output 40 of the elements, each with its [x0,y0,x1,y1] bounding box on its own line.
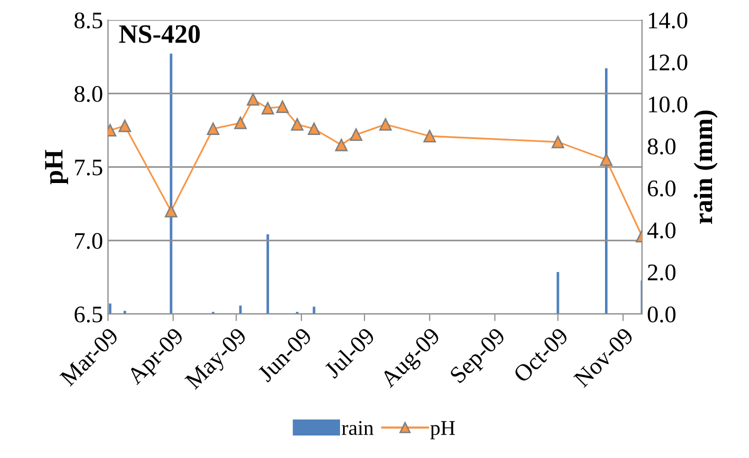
point [308,122,320,136]
y2-tick-label: 12.0 [648,54,688,71]
point [335,138,348,152]
bar [605,68,608,314]
bar [312,306,316,314]
point [423,130,436,142]
legend-label: rain [342,421,374,436]
y-tick-label: 8.5 [74,12,102,29]
chart-title: NS-420 [119,25,200,43]
y-tick-label: 8.0 [74,86,102,102]
point [118,120,132,132]
point [379,118,392,131]
point [552,136,564,148]
point [350,128,362,141]
y2-tick-label: 10.0 [648,96,688,113]
y2-axis-title: rain (mm) [694,110,718,224]
bar [266,234,270,314]
point [246,93,260,106]
y2-tick-label: 6.0 [648,180,676,197]
point [276,100,289,113]
bar [239,306,242,314]
bar [108,304,112,314]
point [290,118,304,131]
y-tick-label: 7.5 [75,160,102,176]
y2-tick-label: 0.0 [648,306,676,323]
y2-tick-label: 4.0 [647,222,676,239]
point [164,204,178,218]
point [234,116,247,130]
point [262,102,274,114]
point [600,153,613,166]
bar [556,272,560,314]
point [206,122,220,136]
y2-tick-label: 2.0 [648,264,676,281]
legend-label: pH [430,421,455,440]
y2-tick-label: 8.0 [648,138,676,155]
y2-tick-label: 14.0 [648,12,688,29]
y-tick-label: 7.0 [75,232,102,250]
y-tick-label: 6.5 [74,306,102,323]
y-axis-title: pH [45,150,68,184]
bar [170,54,172,314]
